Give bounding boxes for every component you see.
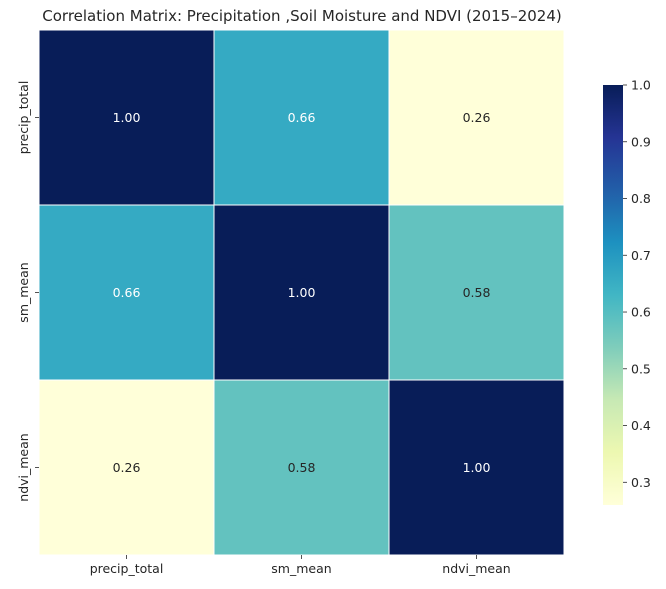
heatmap-cell-precip_total-precip_total (38, 29, 215, 206)
heatmap-cell-sm_mean-ndvi_mean (388, 204, 565, 381)
colorbar-tick-label-0: 0.3 (631, 475, 651, 490)
cell-value-sm_mean-precip_total: 0.66 (113, 285, 141, 300)
colorbar-gradient (603, 85, 623, 505)
x-tick-label-ndvi_mean: ndvi_mean (442, 561, 510, 576)
heatmap-cell-ndvi_mean-sm_mean (213, 379, 390, 556)
heatmap-cell-precip_total-ndvi_mean (388, 29, 565, 206)
cell-value-ndvi_mean-precip_total: 0.26 (113, 460, 141, 475)
cell-value-precip_total-precip_total: 1.00 (113, 110, 141, 125)
colorbar-tick-label-7: 1.0 (631, 78, 651, 93)
cell-value-precip_total-ndvi_mean: 0.26 (463, 110, 491, 125)
colorbar-tick-label-2: 0.5 (631, 361, 651, 376)
x-axis-ticks: precip_total sm_mean ndvi_mean (90, 555, 511, 576)
heatmap-value-labels: 1.00 0.66 0.26 0.66 1.00 0.58 0.26 0.58 1.00 (113, 110, 491, 475)
cell-value-sm_mean-sm_mean: 1.00 (288, 285, 316, 300)
y-tick-label-precip_total: precip_total (16, 81, 31, 155)
y-axis-ticks: precip_total sm_mean ndvi_mean (16, 81, 39, 502)
cell-value-precip_total-sm_mean: 0.66 (288, 110, 316, 125)
colorbar: 0.3 0.4 0.5 0.6 0.7 0.8 0.9 1.0 (603, 78, 651, 505)
x-tick-label-precip_total: precip_total (90, 561, 164, 576)
colorbar-tick-label-4: 0.7 (631, 248, 651, 263)
colorbar-tick-label-1: 0.4 (631, 418, 651, 433)
cell-value-ndvi_mean-sm_mean: 0.58 (288, 460, 316, 475)
chart-title: Correlation Matrix: Precipitation ,Soil … (42, 7, 561, 25)
heatmap-cells (38, 29, 565, 556)
heatmap-cell-sm_mean-precip_total (38, 204, 215, 381)
y-tick-label-sm_mean: sm_mean (16, 262, 31, 322)
heatmap-cell-precip_total-sm_mean (213, 29, 390, 206)
colorbar-tick-label-5: 0.8 (631, 191, 651, 206)
y-tick-label-ndvi_mean: ndvi_mean (16, 433, 31, 501)
heatmap-cell-sm_mean-sm_mean (213, 204, 390, 381)
colorbar-tick-label-6: 0.9 (631, 134, 651, 149)
colorbar-ticks: 0.3 0.4 0.5 0.6 0.7 0.8 0.9 1.0 (623, 78, 651, 490)
x-tick-label-sm_mean: sm_mean (271, 561, 331, 576)
colorbar-tick-label-3: 0.6 (631, 305, 651, 320)
cell-value-ndvi_mean-ndvi_mean: 1.00 (463, 460, 491, 475)
cell-value-sm_mean-ndvi_mean: 0.58 (463, 285, 491, 300)
heatmap-cell-ndvi_mean-precip_total (38, 379, 215, 556)
